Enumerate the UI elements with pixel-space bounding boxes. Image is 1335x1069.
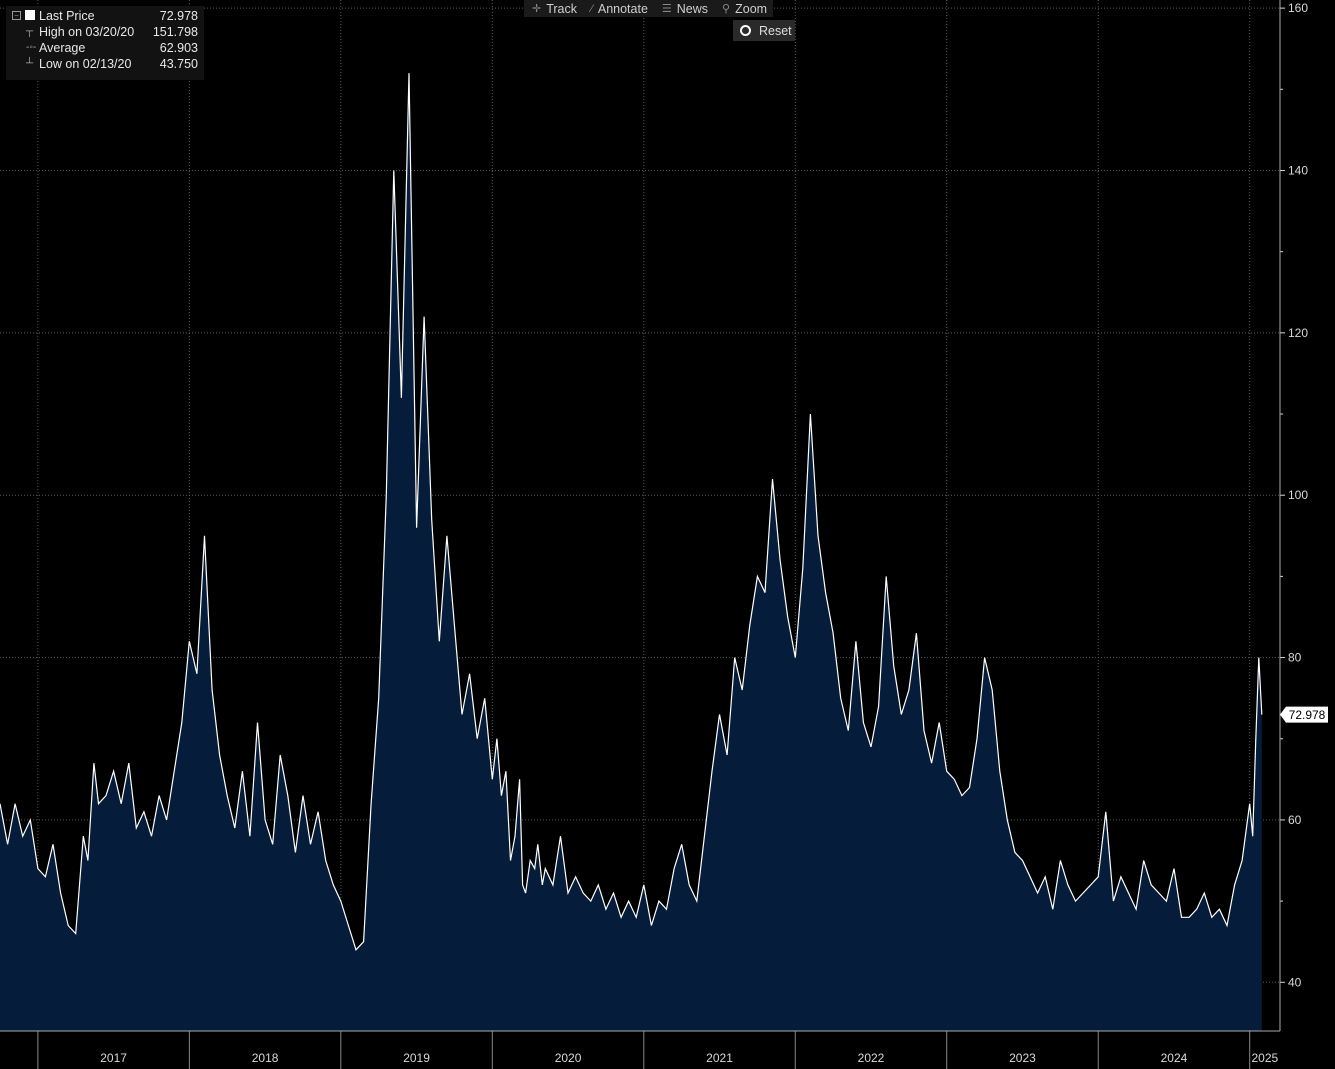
- price-line: [0, 73, 1263, 951]
- radio-icon: [740, 25, 751, 36]
- area-fill: [0, 73, 1262, 1032]
- y-tick-label: 120: [1288, 326, 1308, 340]
- chart-toolbar: ✛ Track ⁄ Annotate ☰ News ⚲ Zoom: [524, 0, 774, 17]
- y-tick-label: 100: [1288, 488, 1308, 502]
- reset-label: Reset: [759, 23, 792, 38]
- zoom-label: Zoom: [735, 1, 768, 16]
- legend-row-last-price[interactable]: − Last Price 72.978: [6, 8, 198, 24]
- legend-row-average[interactable]: -◦- Average 62.903: [6, 40, 198, 56]
- legend-value: 151.798: [152, 25, 198, 39]
- reset-button[interactable]: Reset: [733, 20, 795, 41]
- x-tick-label: 2018: [252, 1051, 279, 1065]
- last-price-tag: [1280, 706, 1328, 723]
- legend-label: Average: [39, 41, 86, 55]
- average-marker-icon: -◦-: [26, 42, 37, 53]
- y-tick-label: 160: [1288, 1, 1308, 15]
- track-label: Track: [546, 1, 578, 16]
- y-tick-label: 60: [1288, 813, 1302, 827]
- legend-label: Low on 02/13/20: [39, 57, 132, 71]
- y-tick-label: 40: [1288, 975, 1302, 989]
- legend-row-low[interactable]: ┴ Low on 02/13/20 43.750: [6, 56, 198, 72]
- x-tick-label: 2019: [403, 1051, 430, 1065]
- news-icon: ☰: [661, 3, 672, 15]
- last-price-tag-label: 72.978: [1289, 708, 1326, 722]
- x-tick-label: 2025: [1252, 1051, 1279, 1065]
- crosshair-icon: ✛: [532, 3, 542, 15]
- annotate-button[interactable]: ⁄ Annotate: [583, 0, 654, 17]
- pencil-icon: ⁄: [591, 2, 593, 15]
- high-marker-icon: ┬: [26, 26, 34, 37]
- last-price-marker: 72.978: [1280, 706, 1328, 723]
- legend-row-high[interactable]: ┬ High on 03/20/20 151.798: [6, 24, 198, 40]
- track-button[interactable]: ✛ Track: [524, 0, 583, 17]
- x-tick-label: 2021: [706, 1051, 733, 1065]
- legend-value: 43.750: [159, 57, 198, 71]
- y-tick-label: 140: [1288, 163, 1308, 177]
- x-tick-label: 2022: [858, 1051, 885, 1065]
- x-tick-label: 2017: [100, 1051, 127, 1065]
- magnifier-icon: ⚲: [722, 3, 731, 15]
- legend-value: 62.903: [159, 41, 198, 55]
- low-marker-icon: ┴: [26, 58, 34, 69]
- x-tick-label: 2024: [1161, 1051, 1188, 1065]
- annotate-label: Annotate: [597, 1, 648, 16]
- legend-value: 72.978: [159, 9, 198, 23]
- collapse-icon[interactable]: −: [12, 11, 21, 20]
- legend-label: High on 03/20/20: [39, 25, 135, 39]
- legend-label: Last Price: [39, 9, 95, 23]
- series-color-swatch: [25, 10, 35, 20]
- news-button[interactable]: ☰ News: [654, 0, 714, 17]
- axes: 40 60 80 100 120 140 160 2017 2018 2019 2020 2021 20…: [0, 0, 1308, 1069]
- legend-panel: − Last Price 72.978 ┬ High on 03/20/20 1…: [6, 6, 204, 80]
- y-tick-label: 80: [1288, 651, 1302, 665]
- x-tick-label: 2020: [555, 1051, 582, 1065]
- x-tick-label: 2023: [1009, 1051, 1036, 1065]
- news-label: News: [676, 1, 709, 16]
- zoom-button[interactable]: ⚲ Zoom: [714, 0, 773, 17]
